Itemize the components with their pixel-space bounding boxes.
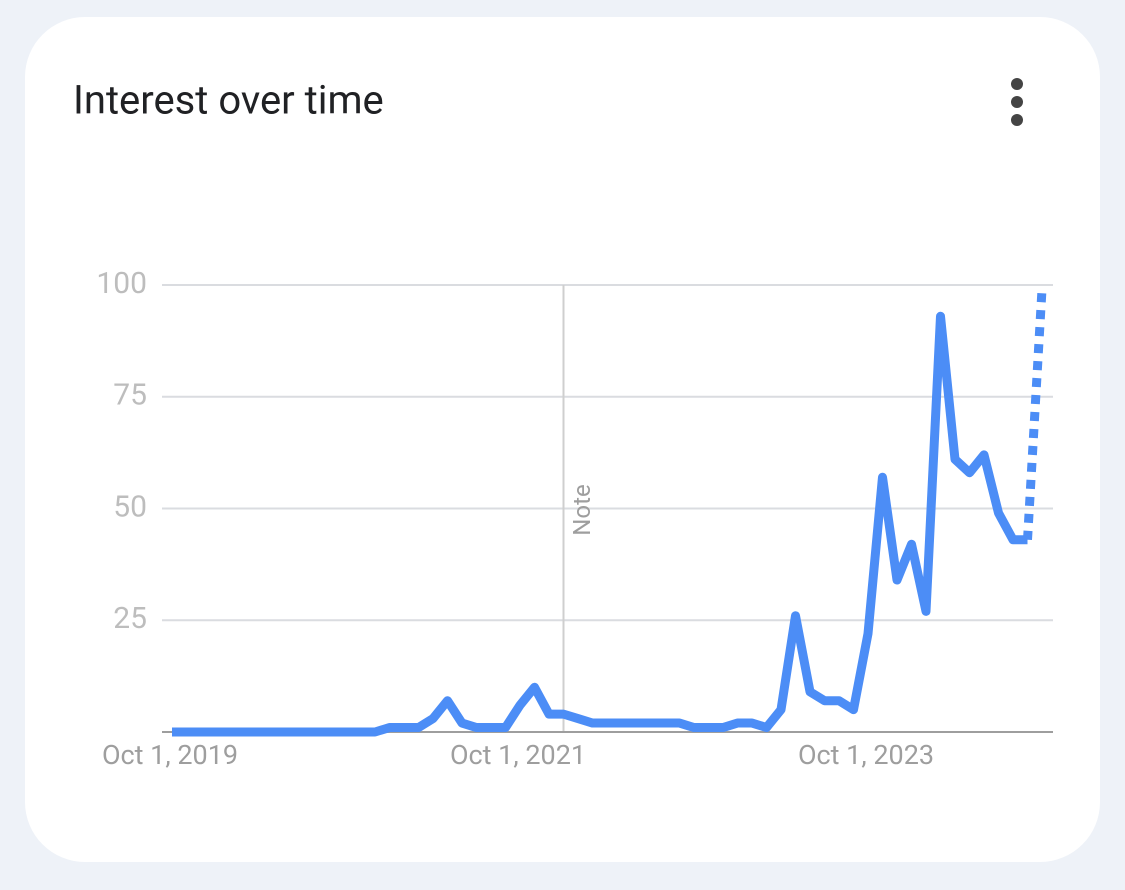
y-tick-label: 75 [113, 378, 147, 413]
y-tick-label: 100 [96, 266, 147, 301]
line [172, 311, 1028, 737]
y-tick-label: 50 [113, 489, 147, 524]
x-tick-label: Oct 1, 2023 [798, 739, 934, 771]
chart-title: Interest over time [73, 77, 384, 124]
menu-dot[interactable] [1011, 114, 1023, 126]
partial-line [1023, 289, 1047, 541]
annotation-label: Note [568, 484, 596, 535]
y-tick-label: 25 [113, 601, 147, 636]
x-tick-label: Oct 1, 2019 [102, 739, 238, 771]
menu-dot[interactable] [1011, 96, 1023, 108]
menu-dot[interactable] [1011, 78, 1023, 90]
x-tick-label: Oct 1, 2021 [450, 739, 586, 771]
menu-button[interactable] [1011, 78, 1023, 126]
